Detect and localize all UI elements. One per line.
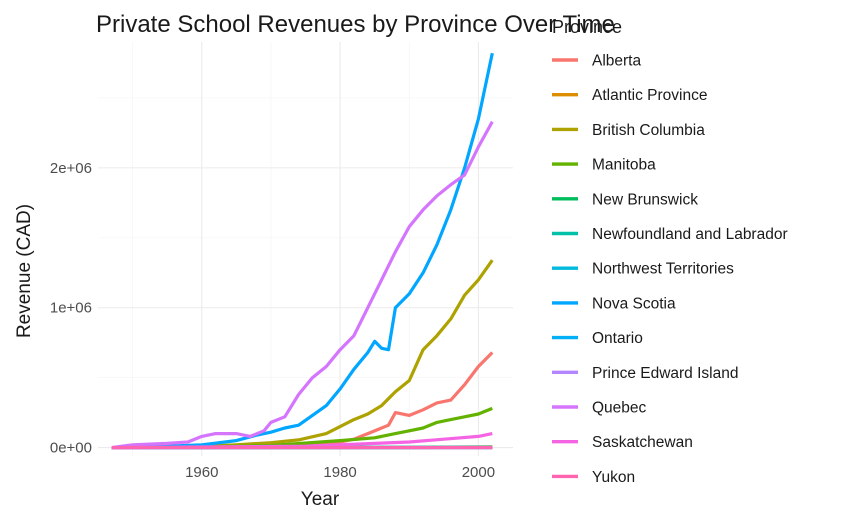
legend-label: Yukon xyxy=(592,469,635,486)
y-tick-label: 2e+06 xyxy=(50,160,92,177)
legend-item-yukon: Yukon xyxy=(552,469,635,486)
legend-item-nova-scotia: Nova Scotia xyxy=(552,295,676,312)
legend-item-atlantic-province: Atlantic Province xyxy=(552,87,707,104)
x-tick-label: 1960 xyxy=(185,464,218,481)
legend-item-newfoundland-and-labrador: Newfoundland and Labrador xyxy=(552,226,788,243)
series-line-british-columbia xyxy=(111,259,494,450)
legend-label: Atlantic Province xyxy=(592,87,707,104)
legend-item-ontario: Ontario xyxy=(552,330,643,347)
legend-label: Alberta xyxy=(592,53,641,70)
x-axis-title: Year xyxy=(301,489,340,510)
series-line-alberta xyxy=(111,351,494,450)
x-axis-tick-labels: 1960 1980 2000 xyxy=(185,464,495,481)
y-axis-title: Revenue (CAD) xyxy=(14,204,35,338)
legend-label: New Brunswick xyxy=(592,191,698,208)
legend-label: Ontario xyxy=(592,330,643,347)
x-tick-label: 1980 xyxy=(323,464,356,481)
grid xyxy=(98,42,513,456)
series-lines xyxy=(111,52,494,450)
y-axis-tick-labels: 0e+00 1e+06 2e+06 xyxy=(50,160,92,457)
legend-item-new-brunswick: New Brunswick xyxy=(552,191,698,208)
legend-item-quebec: Quebec xyxy=(552,400,647,417)
legend-label: Quebec xyxy=(592,400,647,417)
legend-label: Saskatchewan xyxy=(592,434,693,451)
legend-item-alberta: Alberta xyxy=(552,53,641,70)
chart-title: Private School Revenues by Province Over… xyxy=(96,11,615,38)
x-tick-label: 2000 xyxy=(462,464,495,481)
legend-item-saskatchewan: Saskatchewan xyxy=(552,434,693,451)
legend-label: British Columbia xyxy=(592,122,705,139)
legend-label: Northwest Territories xyxy=(592,261,734,278)
legend-label: Manitoba xyxy=(592,157,656,174)
legend-label: Nova Scotia xyxy=(592,295,676,312)
y-tick-label: 0e+00 xyxy=(50,440,92,457)
legend-item-northwest-territories: Northwest Territories xyxy=(552,261,734,278)
legend-item-manitoba: Manitoba xyxy=(552,157,656,174)
legend: Alberta Atlantic Province British Columbia… xyxy=(552,53,788,486)
legend-item-prince-edward-island: Prince Edward Island xyxy=(552,365,738,382)
series-line-quebec xyxy=(111,120,494,450)
y-tick-label: 1e+06 xyxy=(50,300,92,317)
legend-label: Newfoundland and Labrador xyxy=(592,226,788,243)
legend-label: Prince Edward Island xyxy=(592,365,738,382)
legend-item-british-columbia: British Columbia xyxy=(552,122,705,139)
legend-title: Province xyxy=(552,17,622,37)
series-line-saskatchewan xyxy=(111,432,493,450)
